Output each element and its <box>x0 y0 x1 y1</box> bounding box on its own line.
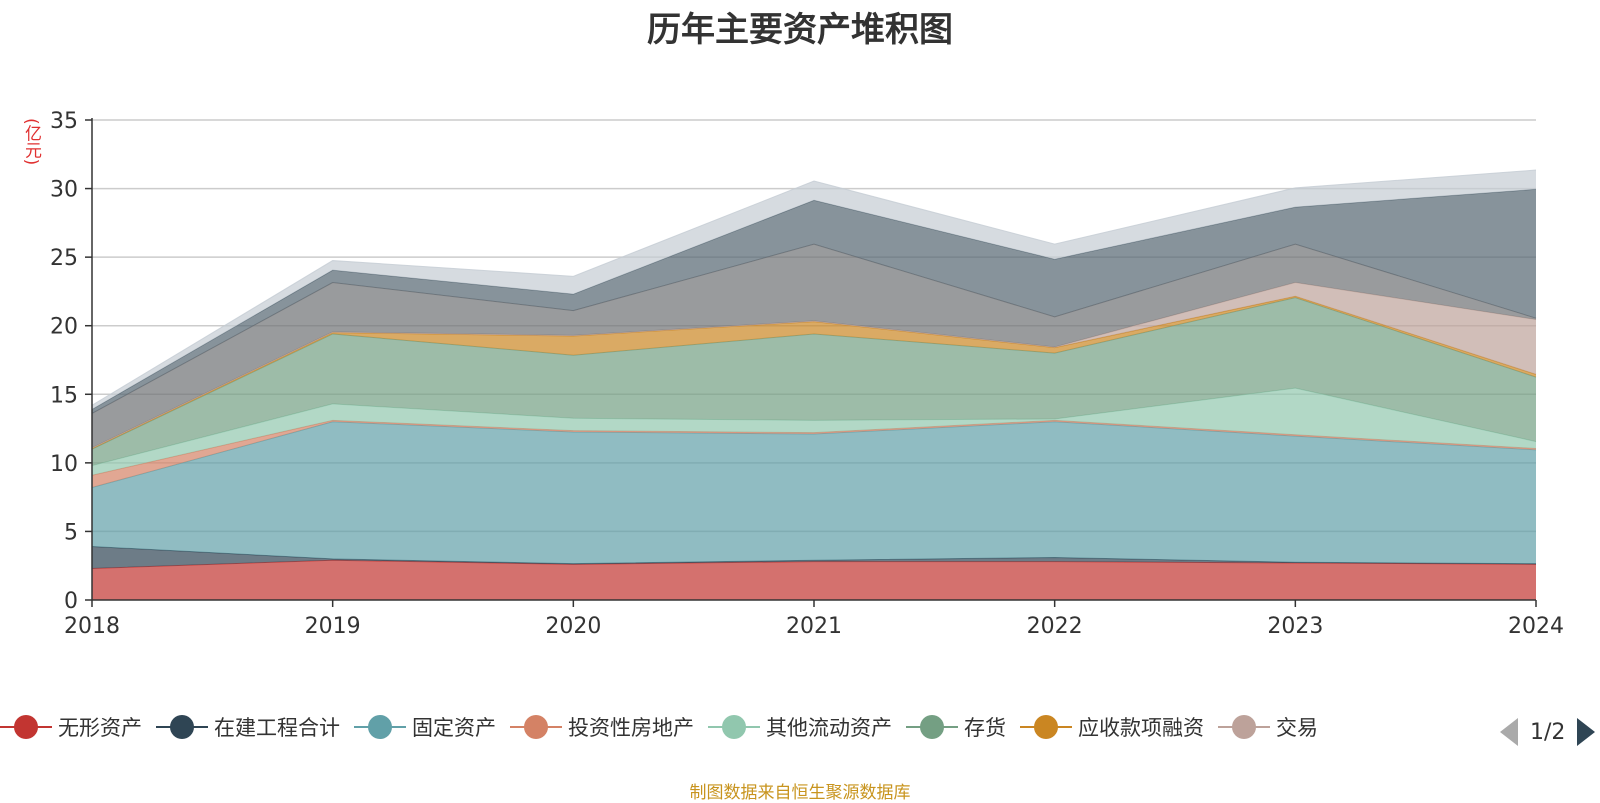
legend-prev-page-button[interactable] <box>1500 718 1518 746</box>
legend-label: 在建工程合计 <box>214 716 340 740</box>
legend-label: 交易 <box>1276 716 1318 740</box>
legend-page-indicator: 1/2 <box>1530 719 1566 745</box>
legend-marker-icon <box>156 712 208 742</box>
y-tick-label: 25 <box>50 246 78 271</box>
area-series-5 <box>92 297 1536 466</box>
legend-item[interactable]: 投资性房地产 <box>510 712 694 742</box>
legend-label: 其他流动资产 <box>766 716 892 740</box>
y-tick-label: 15 <box>50 383 78 408</box>
legend-item[interactable]: 存货 <box>906 712 1006 742</box>
source-note: 制图数据来自恒生聚源数据库 <box>689 783 911 803</box>
legend-item[interactable]: 固定资产 <box>354 712 496 742</box>
y-tick-label: 30 <box>50 178 78 203</box>
legend-item[interactable]: 无形资产 <box>0 712 142 742</box>
y-tick-label: 10 <box>50 452 78 477</box>
x-tick-label: 2018 <box>64 614 120 639</box>
legend-item[interactable]: 交易 <box>1218 712 1318 742</box>
legend-label: 无形资产 <box>58 716 142 740</box>
x-tick-label: 2022 <box>1027 614 1083 639</box>
y-tick-label: 20 <box>50 315 78 340</box>
area-series-8 <box>92 244 1536 448</box>
area-series-10 <box>92 170 1536 410</box>
legend-next-page-button[interactable] <box>1577 718 1596 746</box>
x-tick-label: 2021 <box>786 614 842 639</box>
legend-item[interactable]: 应收款项融资 <box>1020 712 1204 742</box>
legend-marker-icon <box>0 712 52 742</box>
legend: 无形资产 在建工程合计 固定资产 投资性房地产 其他流动资产 存货 应收款项融资 交易 <box>0 712 1490 752</box>
y-tick-label: 0 <box>64 589 78 614</box>
area-series-7 <box>92 282 1536 449</box>
legend-label: 存货 <box>964 716 1006 740</box>
legend-item[interactable]: 在建工程合计 <box>156 712 340 742</box>
legend-label: 投资性房地产 <box>568 716 694 740</box>
legend-marker-icon <box>708 712 760 742</box>
area-series-0 <box>92 560 1536 600</box>
chart-title: 历年主要资产堆积图 <box>647 10 953 50</box>
legend-marker-icon <box>510 712 562 742</box>
x-tick-label: 2023 <box>1267 614 1323 639</box>
area-series-4 <box>92 388 1536 476</box>
area-series-9 <box>92 189 1536 414</box>
area-series-line-10 <box>91 169 1537 406</box>
legend-marker-icon <box>1020 712 1072 742</box>
area-series-line-3 <box>91 419 1537 476</box>
y-tick-label: 35 <box>50 109 78 134</box>
area-series-2 <box>92 421 1536 564</box>
area-series-3 <box>92 420 1536 488</box>
legend-item[interactable]: 其他流动资产 <box>708 712 892 742</box>
legend-label: 固定资产 <box>412 716 496 740</box>
x-tick-label: 2020 <box>545 614 601 639</box>
x-tick-label: 2019 <box>305 614 361 639</box>
legend-marker-icon <box>1218 712 1270 742</box>
y-axis-unit-label: (亿元) <box>21 118 41 166</box>
x-tick-label: 2024 <box>1508 614 1564 639</box>
legend-label: 应收款项融资 <box>1078 716 1204 740</box>
y-tick-label: 5 <box>64 520 78 545</box>
legend-marker-icon <box>354 712 406 742</box>
legend-marker-icon <box>906 712 958 742</box>
legend-pager: 1/2 <box>1500 712 1596 752</box>
